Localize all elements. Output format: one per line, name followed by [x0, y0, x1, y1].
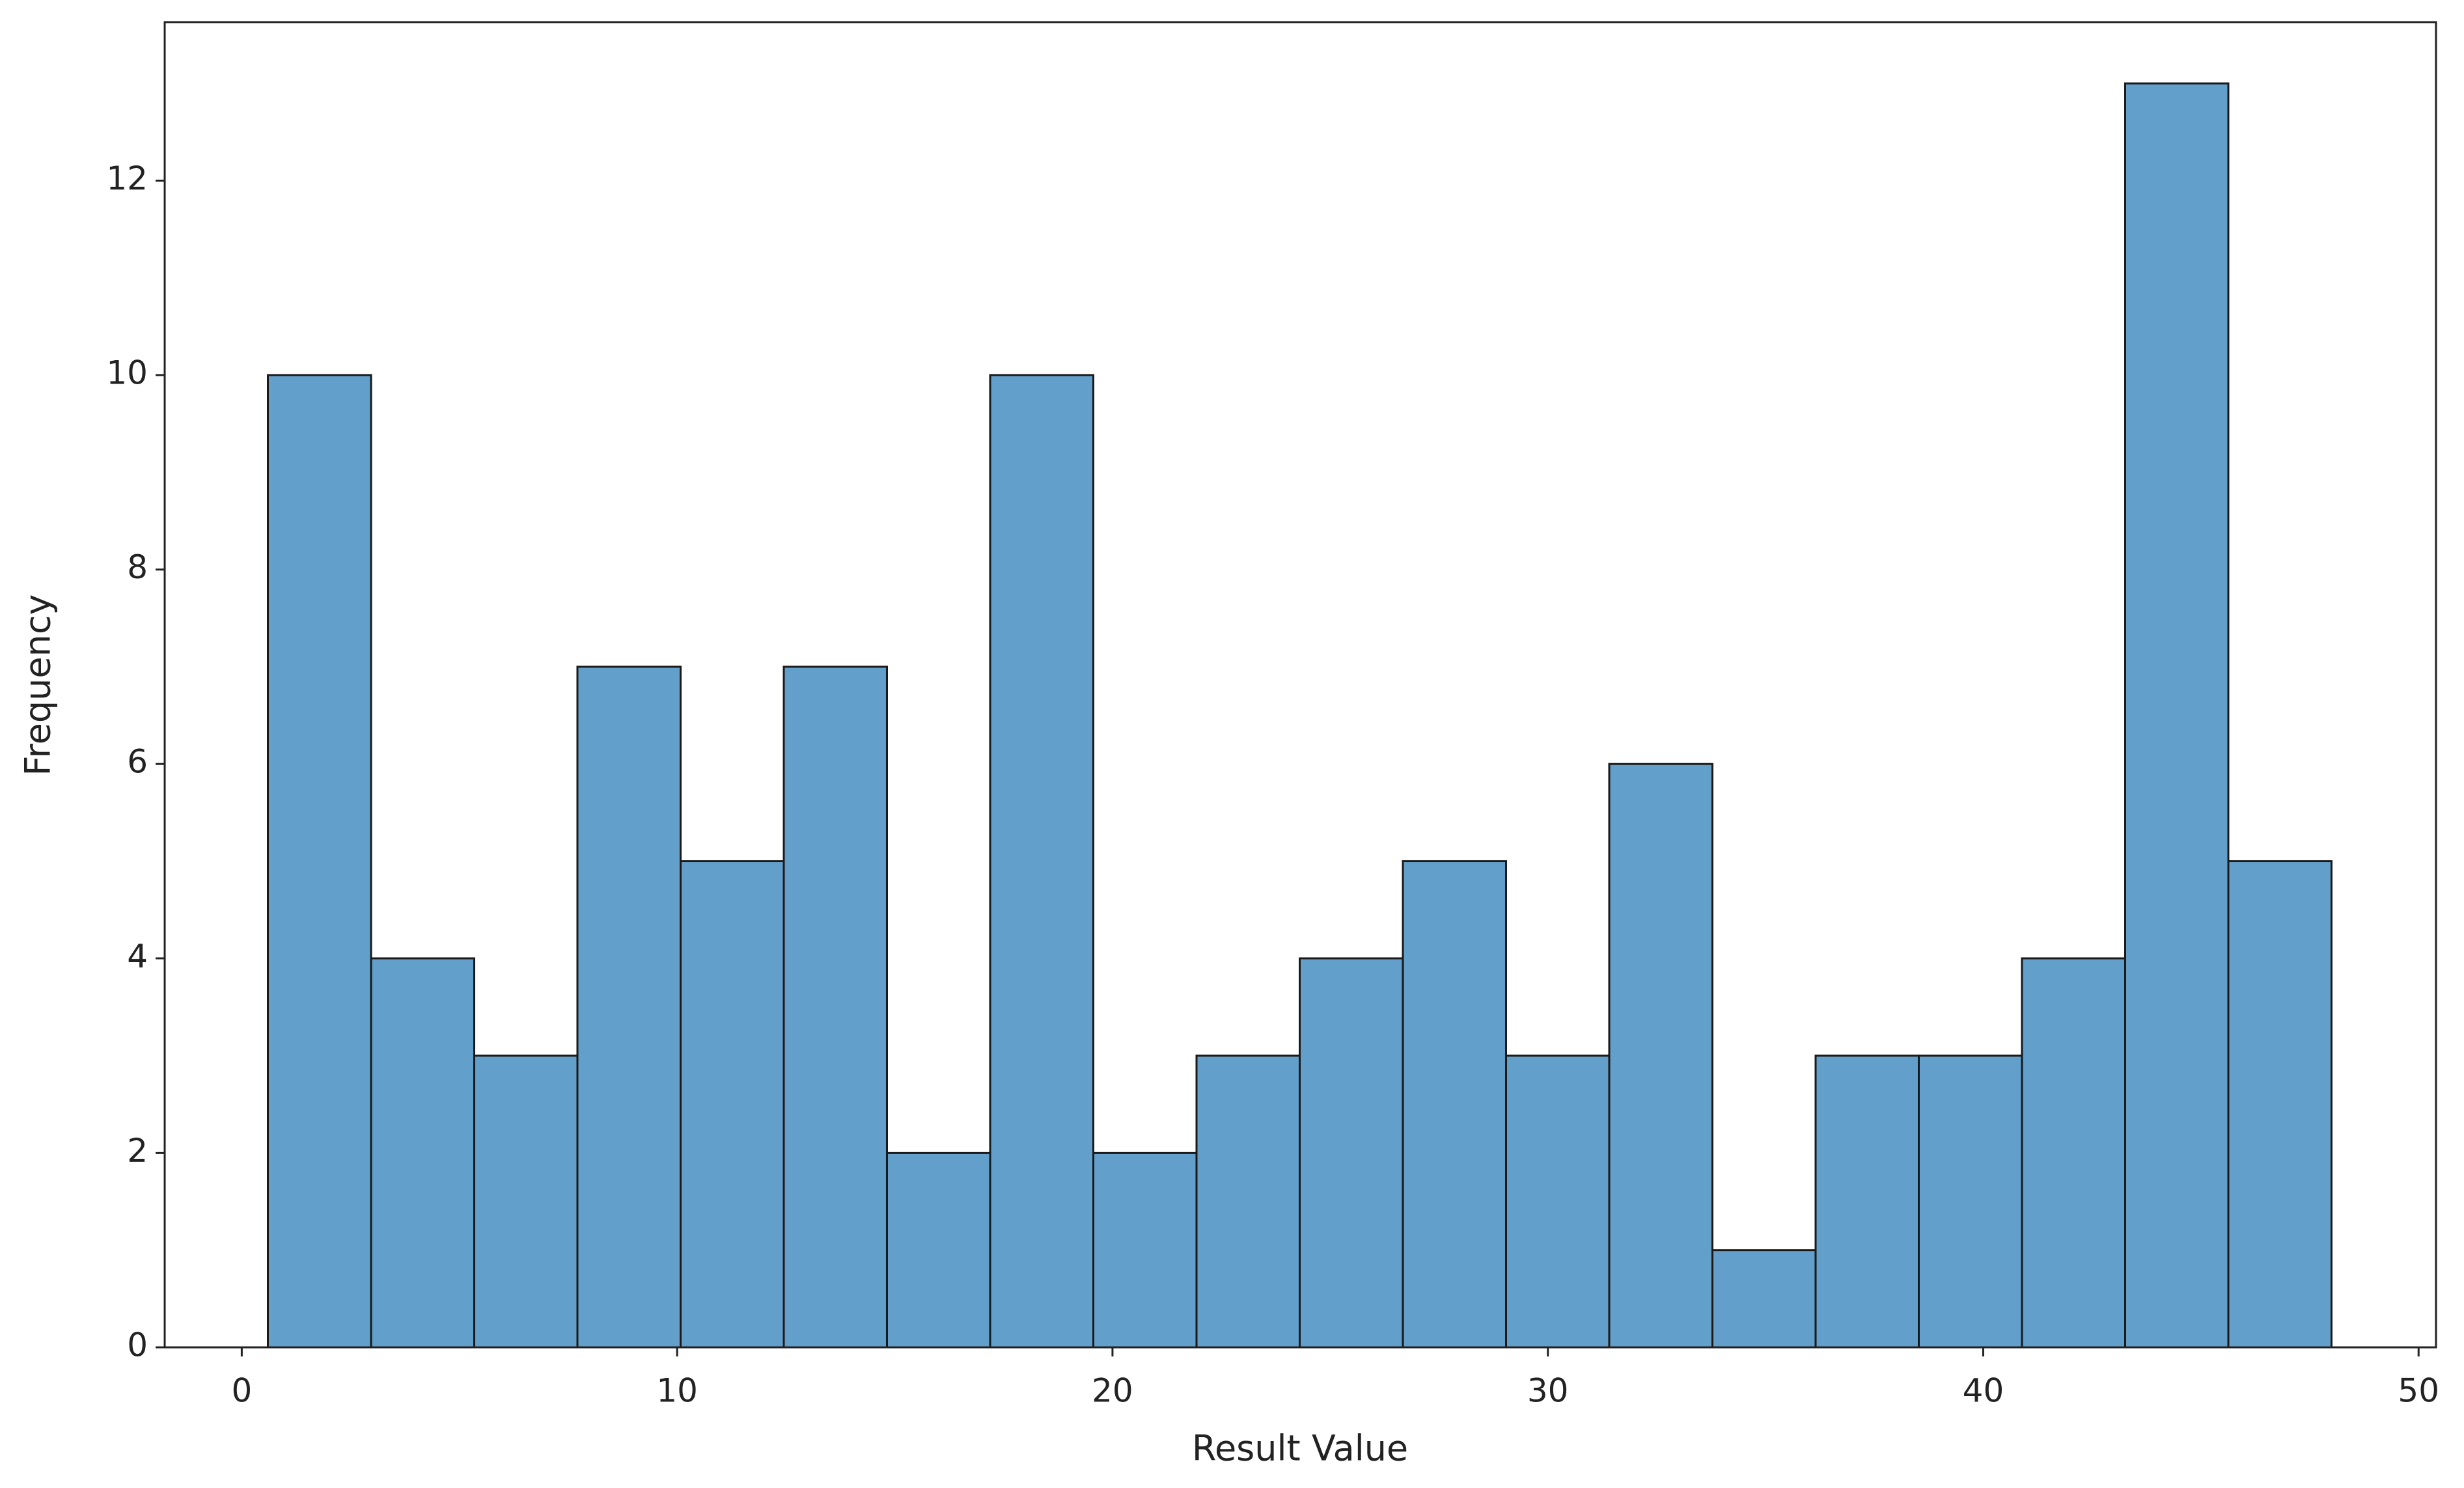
bar [2124, 82, 2230, 1349]
x-tick-label: 40 [1963, 1372, 2004, 1410]
bar [370, 957, 475, 1349]
y-tick-label: 4 [127, 937, 148, 975]
bar [2021, 957, 2126, 1349]
y-tick-label: 10 [106, 354, 148, 391]
y-tick-label: 0 [127, 1327, 148, 1364]
bar [1195, 1054, 1301, 1349]
x-tick-label: 10 [656, 1372, 698, 1410]
plot-frame [163, 21, 2437, 1349]
bar [1711, 1249, 1817, 1349]
y-tick-label: 12 [106, 160, 148, 197]
y-tick-label: 2 [127, 1132, 148, 1170]
bar [1298, 957, 1404, 1349]
bar [1917, 1054, 2023, 1349]
bar [1092, 1151, 1198, 1349]
x-tick-label: 0 [231, 1372, 252, 1410]
bar [989, 374, 1094, 1349]
bar [1402, 860, 1507, 1349]
bar [1608, 763, 1713, 1349]
bar [679, 860, 785, 1349]
bar [473, 1054, 579, 1349]
y-tick-label: 8 [127, 548, 148, 586]
bar [782, 666, 888, 1349]
x-tick-label: 20 [1092, 1372, 1133, 1410]
y-tick-label: 6 [127, 743, 148, 781]
x-tick-label: 30 [1527, 1372, 1569, 1410]
x-tick-label: 50 [2398, 1372, 2439, 1410]
bar [2227, 860, 2332, 1349]
bar [266, 374, 372, 1349]
y-axis-label: Frequency [18, 595, 59, 776]
bar [1504, 1054, 1611, 1349]
x-axis-label: Result Value [1192, 1428, 1408, 1469]
bar [1814, 1054, 1920, 1349]
bar [576, 666, 682, 1349]
bar [885, 1151, 991, 1349]
